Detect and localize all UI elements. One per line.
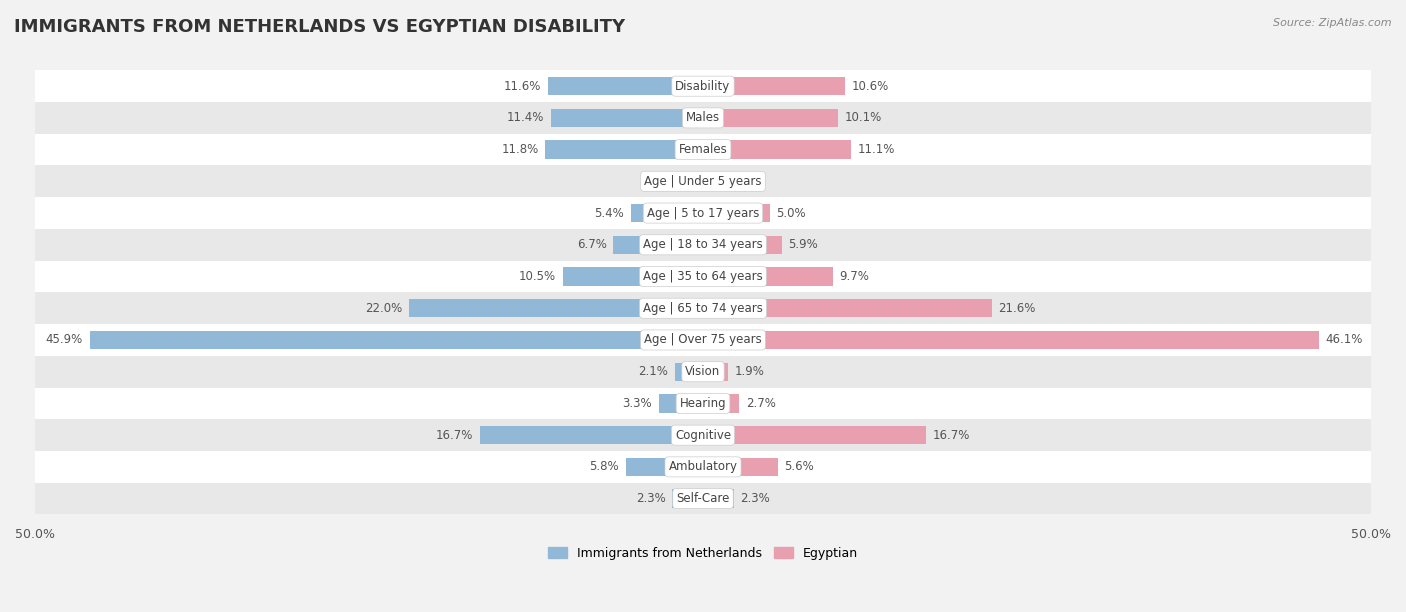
Bar xyxy=(613,236,703,254)
Text: 10.6%: 10.6% xyxy=(851,80,889,92)
Bar xyxy=(703,299,991,318)
Text: 3.3%: 3.3% xyxy=(623,397,652,410)
Text: IMMIGRANTS FROM NETHERLANDS VS EGYPTIAN DISABILITY: IMMIGRANTS FROM NETHERLANDS VS EGYPTIAN … xyxy=(14,18,626,36)
Text: 45.9%: 45.9% xyxy=(46,334,83,346)
Bar xyxy=(35,324,1371,356)
Text: 22.0%: 22.0% xyxy=(366,302,402,315)
Text: Age | Under 5 years: Age | Under 5 years xyxy=(644,175,762,188)
Text: Disability: Disability xyxy=(675,80,731,92)
Bar xyxy=(35,261,1371,293)
Text: Ambulatory: Ambulatory xyxy=(668,460,738,473)
Text: 46.1%: 46.1% xyxy=(1326,334,1362,346)
Text: 11.4%: 11.4% xyxy=(506,111,544,124)
Bar xyxy=(672,490,703,508)
Bar xyxy=(409,299,703,318)
Text: Vision: Vision xyxy=(685,365,721,378)
Bar xyxy=(35,387,1371,419)
Bar xyxy=(35,451,1371,483)
Text: 1.4%: 1.4% xyxy=(648,175,678,188)
Bar xyxy=(479,426,703,444)
Bar xyxy=(35,197,1371,229)
Bar xyxy=(703,330,1319,349)
Text: 2.3%: 2.3% xyxy=(741,492,770,505)
Text: 2.7%: 2.7% xyxy=(745,397,776,410)
Bar xyxy=(675,362,703,381)
Text: 5.6%: 5.6% xyxy=(785,460,814,473)
Text: 2.1%: 2.1% xyxy=(638,365,668,378)
Text: 5.0%: 5.0% xyxy=(776,207,806,220)
Bar xyxy=(35,293,1371,324)
Bar xyxy=(685,172,703,190)
Text: 10.1%: 10.1% xyxy=(845,111,882,124)
Bar xyxy=(35,419,1371,451)
Bar xyxy=(551,109,703,127)
Bar xyxy=(703,236,782,254)
Bar xyxy=(703,77,845,95)
Text: Age | 5 to 17 years: Age | 5 to 17 years xyxy=(647,207,759,220)
Bar xyxy=(703,172,717,190)
Text: Age | 18 to 34 years: Age | 18 to 34 years xyxy=(643,238,763,252)
Bar xyxy=(548,77,703,95)
Text: 16.7%: 16.7% xyxy=(436,428,474,442)
Bar xyxy=(703,490,734,508)
Bar xyxy=(90,330,703,349)
Bar xyxy=(703,426,927,444)
Bar xyxy=(703,109,838,127)
Text: 21.6%: 21.6% xyxy=(998,302,1036,315)
Bar xyxy=(546,140,703,159)
Text: Hearing: Hearing xyxy=(679,397,727,410)
Text: 1.9%: 1.9% xyxy=(735,365,765,378)
Bar xyxy=(35,356,1371,387)
Bar xyxy=(35,229,1371,261)
Bar xyxy=(35,134,1371,165)
Text: 5.9%: 5.9% xyxy=(789,238,818,252)
Bar xyxy=(35,165,1371,197)
Bar xyxy=(35,483,1371,515)
Bar xyxy=(703,140,851,159)
Bar xyxy=(703,394,740,412)
Text: 9.7%: 9.7% xyxy=(839,270,869,283)
Text: Females: Females xyxy=(679,143,727,156)
Bar xyxy=(703,267,832,286)
Bar xyxy=(35,102,1371,134)
Text: 16.7%: 16.7% xyxy=(932,428,970,442)
Text: Cognitive: Cognitive xyxy=(675,428,731,442)
Text: Source: ZipAtlas.com: Source: ZipAtlas.com xyxy=(1274,18,1392,28)
Bar xyxy=(562,267,703,286)
Text: 5.8%: 5.8% xyxy=(589,460,619,473)
Bar xyxy=(703,458,778,476)
Text: 11.6%: 11.6% xyxy=(503,80,541,92)
Text: 11.1%: 11.1% xyxy=(858,143,896,156)
Text: 11.8%: 11.8% xyxy=(502,143,538,156)
Bar xyxy=(626,458,703,476)
Text: 6.7%: 6.7% xyxy=(576,238,607,252)
Text: Age | 65 to 74 years: Age | 65 to 74 years xyxy=(643,302,763,315)
Bar xyxy=(659,394,703,412)
Text: Age | 35 to 64 years: Age | 35 to 64 years xyxy=(643,270,763,283)
Text: 10.5%: 10.5% xyxy=(519,270,555,283)
Text: 5.4%: 5.4% xyxy=(595,207,624,220)
Text: 1.1%: 1.1% xyxy=(724,175,754,188)
Legend: Immigrants from Netherlands, Egyptian: Immigrants from Netherlands, Egyptian xyxy=(543,542,863,565)
Text: 2.3%: 2.3% xyxy=(636,492,665,505)
Text: Self-Care: Self-Care xyxy=(676,492,730,505)
Bar xyxy=(703,362,728,381)
Bar xyxy=(35,70,1371,102)
Bar xyxy=(631,204,703,222)
Text: Males: Males xyxy=(686,111,720,124)
Bar xyxy=(703,204,770,222)
Text: Age | Over 75 years: Age | Over 75 years xyxy=(644,334,762,346)
